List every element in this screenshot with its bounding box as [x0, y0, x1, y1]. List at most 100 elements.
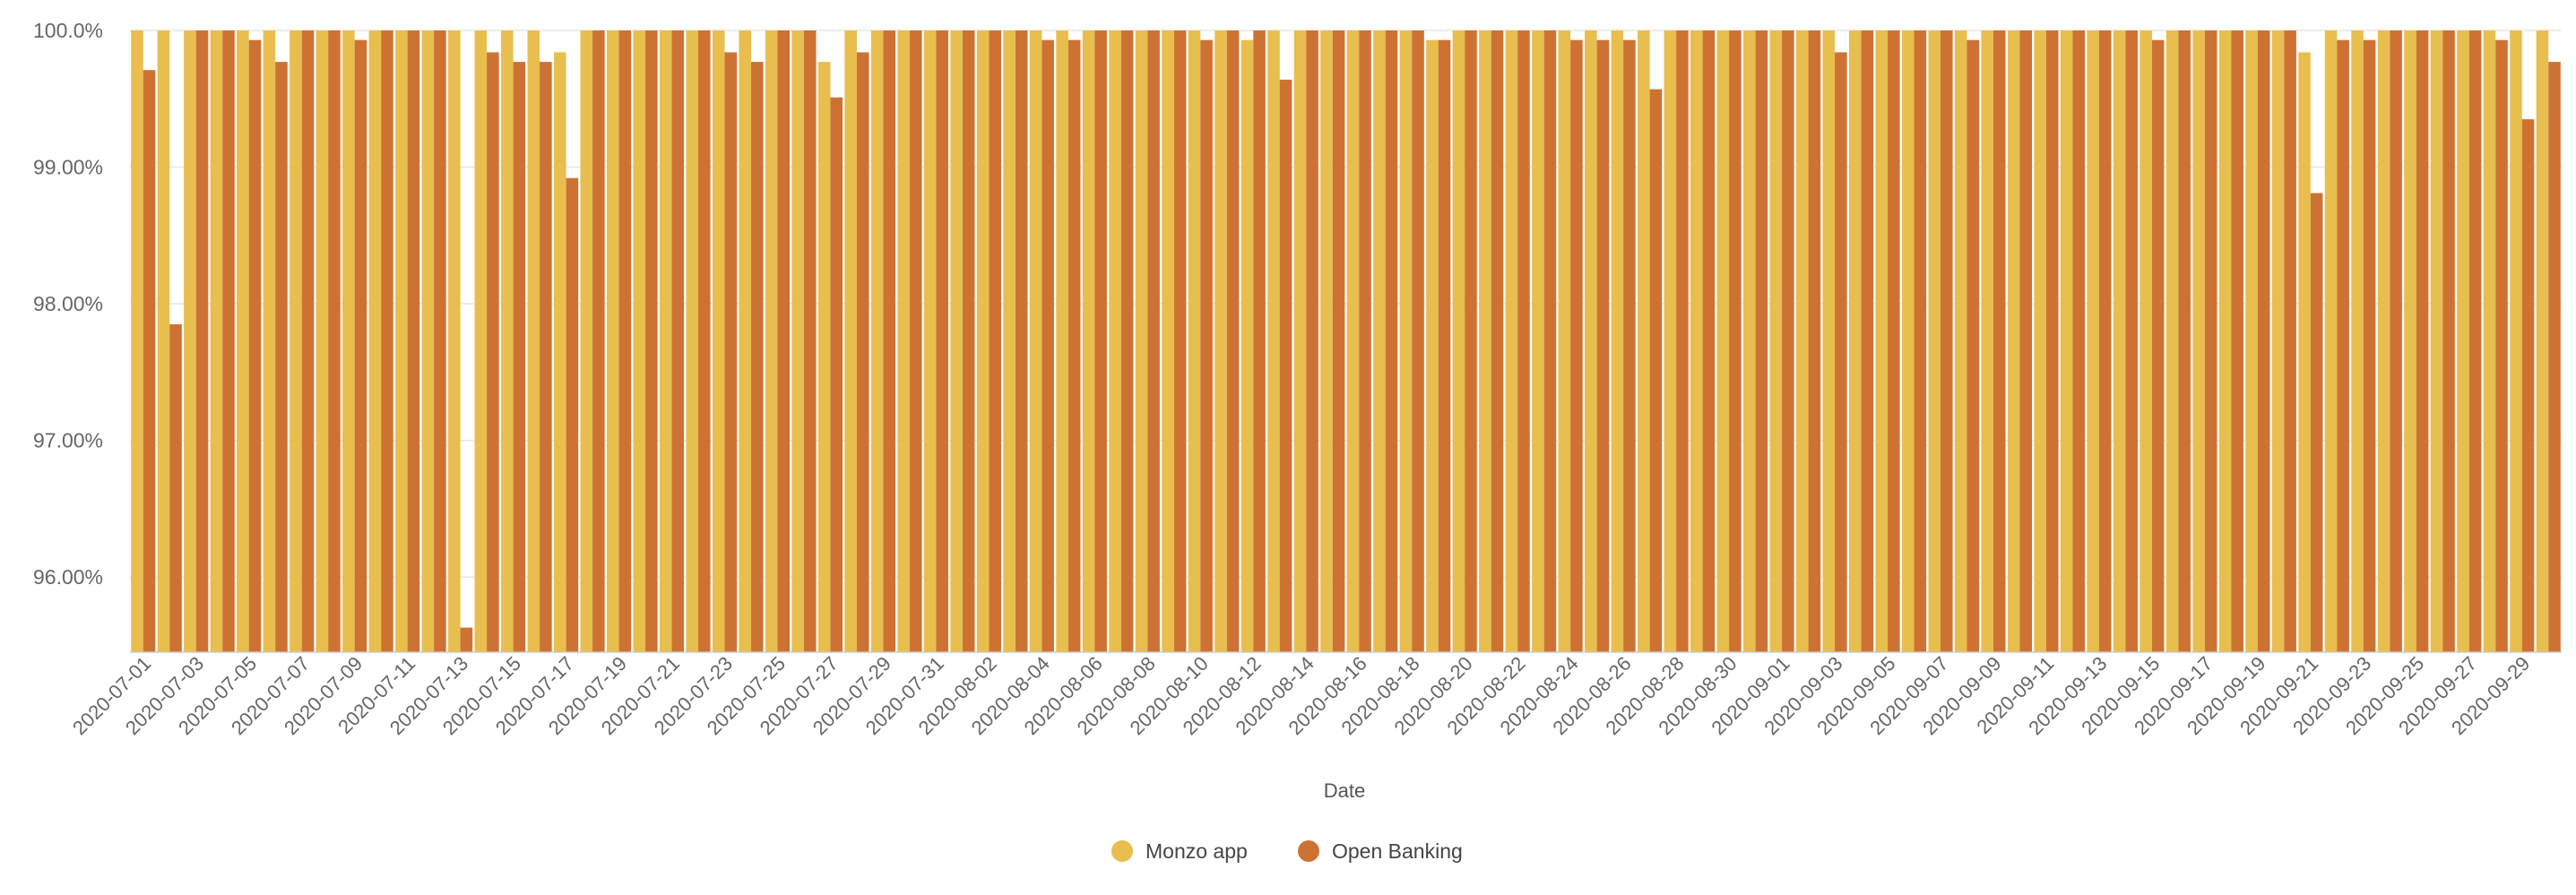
bar-open-banking[interactable]: [1491, 30, 1504, 652]
bar-open-banking[interactable]: [1702, 30, 1716, 652]
bar-open-banking[interactable]: [1385, 30, 1398, 652]
bar-open-banking[interactable]: [724, 52, 738, 652]
bar-open-banking[interactable]: [1120, 30, 1134, 652]
bar-open-banking[interactable]: [1623, 39, 1636, 652]
legend-open-banking[interactable]: Open Banking: [1298, 839, 1463, 863]
bar-monzo-app[interactable]: [184, 30, 196, 652]
bar-open-banking[interactable]: [2442, 30, 2455, 652]
bar-monzo-app[interactable]: [1743, 30, 1756, 652]
bar-monzo-app[interactable]: [976, 30, 990, 652]
bar-monzo-app[interactable]: [316, 30, 329, 652]
bar-open-banking[interactable]: [1465, 30, 1477, 652]
bar-open-banking[interactable]: [909, 30, 922, 652]
bar-monzo-app[interactable]: [1769, 30, 1783, 652]
bar-open-banking[interactable]: [1015, 30, 1028, 652]
bar-monzo-app[interactable]: [1399, 30, 1413, 652]
bar-open-banking[interactable]: [328, 30, 341, 652]
bar-open-banking[interactable]: [540, 62, 552, 653]
bar-monzo-app[interactable]: [1082, 30, 1095, 652]
bar-monzo-app[interactable]: [2324, 30, 2338, 652]
bar-monzo-app[interactable]: [1716, 30, 1730, 652]
bar-monzo-app[interactable]: [1690, 30, 1703, 652]
bar-monzo-app[interactable]: [2034, 30, 2046, 652]
bar-monzo-app[interactable]: [1558, 30, 1571, 652]
bar-open-banking[interactable]: [169, 323, 182, 652]
bar-monzo-app[interactable]: [686, 30, 699, 652]
bar-open-banking[interactable]: [460, 627, 473, 652]
bar-open-banking[interactable]: [248, 39, 262, 652]
bar-open-banking[interactable]: [671, 30, 685, 652]
bar-monzo-app[interactable]: [2165, 30, 2179, 652]
bar-monzo-app[interactable]: [2087, 30, 2099, 652]
bar-monzo-app[interactable]: [2192, 30, 2205, 652]
bar-open-banking[interactable]: [1253, 30, 1266, 652]
bar-monzo-app[interactable]: [2377, 30, 2390, 652]
bar-open-banking[interactable]: [2468, 30, 2482, 652]
bar-open-banking[interactable]: [1835, 52, 1847, 652]
bar-monzo-app[interactable]: [1373, 30, 1386, 652]
bar-open-banking[interactable]: [143, 70, 156, 652]
bar-monzo-app[interactable]: [1954, 30, 1967, 652]
bar-monzo-app[interactable]: [1029, 30, 1042, 652]
bar-open-banking[interactable]: [2072, 30, 2086, 652]
bar-open-banking[interactable]: [962, 30, 975, 652]
bar-open-banking[interactable]: [381, 30, 393, 652]
bar-open-banking[interactable]: [301, 30, 315, 652]
bar-open-banking[interactable]: [434, 30, 446, 652]
bar-open-banking[interactable]: [1332, 30, 1345, 652]
bar-monzo-app[interactable]: [527, 30, 540, 652]
bar-open-banking[interactable]: [592, 30, 605, 652]
bar-monzo-app[interactable]: [1003, 30, 1016, 652]
bar-open-banking[interactable]: [1438, 39, 1451, 652]
bar-open-banking[interactable]: [1676, 30, 1689, 652]
bar-open-banking[interactable]: [2257, 30, 2270, 652]
bar-open-banking[interactable]: [1517, 30, 1530, 652]
bar-open-banking[interactable]: [195, 30, 209, 652]
bar-monzo-app[interactable]: [554, 52, 566, 652]
bar-open-banking[interactable]: [2548, 62, 2561, 653]
bar-monzo-app[interactable]: [817, 62, 831, 653]
bar-monzo-app[interactable]: [712, 30, 725, 652]
bar-open-banking[interactable]: [1993, 30, 2006, 652]
bar-monzo-app[interactable]: [1585, 30, 1597, 652]
bar-monzo-app[interactable]: [2060, 30, 2073, 652]
bar-monzo-app[interactable]: [844, 30, 857, 652]
bar-monzo-app[interactable]: [1479, 30, 1491, 652]
bar-monzo-app[interactable]: [395, 30, 408, 652]
bar-monzo-app[interactable]: [2007, 30, 2020, 652]
bar-monzo-app[interactable]: [606, 30, 619, 652]
bar-monzo-app[interactable]: [1505, 30, 1518, 652]
bar-monzo-app[interactable]: [1611, 30, 1624, 652]
bar-open-banking[interactable]: [2178, 30, 2191, 652]
bar-monzo-app[interactable]: [1981, 30, 1993, 652]
bar-open-banking[interactable]: [750, 62, 764, 653]
bar-monzo-app[interactable]: [1532, 30, 1544, 652]
bar-monzo-app[interactable]: [342, 30, 355, 652]
bar-monzo-app[interactable]: [1215, 30, 1227, 652]
bar-open-banking[interactable]: [2151, 39, 2165, 652]
bar-open-banking[interactable]: [1570, 39, 1583, 652]
bar-monzo-app[interactable]: [1293, 30, 1307, 652]
bar-monzo-app[interactable]: [2298, 52, 2311, 652]
bar-monzo-app[interactable]: [2271, 30, 2285, 652]
bar-monzo-app[interactable]: [1795, 30, 1809, 652]
bar-open-banking[interactable]: [2310, 193, 2323, 652]
bar-open-banking[interactable]: [803, 30, 817, 652]
bar-open-banking[interactable]: [1200, 39, 1213, 652]
bar-monzo-app[interactable]: [1875, 30, 1889, 652]
bar-monzo-app[interactable]: [368, 30, 382, 652]
bar-open-banking[interactable]: [487, 52, 499, 652]
bar-monzo-app[interactable]: [474, 30, 488, 652]
bar-open-banking[interactable]: [1967, 39, 1980, 652]
bar-open-banking[interactable]: [1226, 30, 1240, 652]
bar-open-banking[interactable]: [1888, 30, 1900, 652]
bar-monzo-app[interactable]: [2483, 30, 2496, 652]
bar-monzo-app[interactable]: [2139, 30, 2152, 652]
bar-open-banking[interactable]: [1729, 30, 1742, 652]
bar-open-banking[interactable]: [222, 30, 235, 652]
bar-monzo-app[interactable]: [263, 30, 276, 652]
bar-monzo-app[interactable]: [2430, 30, 2443, 652]
bar-monzo-app[interactable]: [1928, 30, 1941, 652]
bar-monzo-app[interactable]: [1426, 39, 1439, 652]
bar-open-banking[interactable]: [1782, 30, 1794, 652]
